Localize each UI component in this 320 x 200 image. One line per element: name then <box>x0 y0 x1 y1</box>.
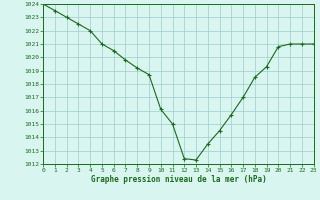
X-axis label: Graphe pression niveau de la mer (hPa): Graphe pression niveau de la mer (hPa) <box>91 175 266 184</box>
